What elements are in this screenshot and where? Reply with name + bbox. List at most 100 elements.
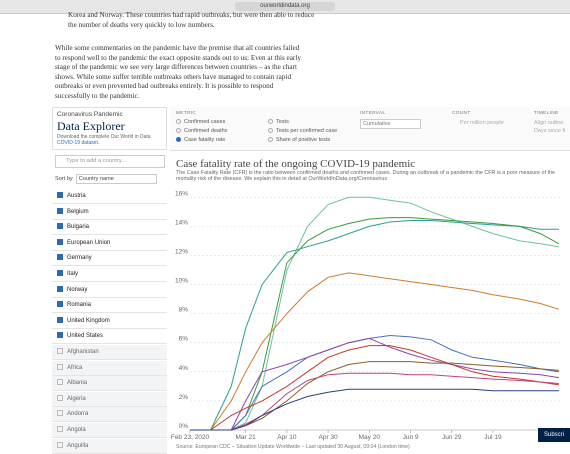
country-name: Romania — [67, 302, 92, 309]
country-row[interactable]: Italy — [52, 267, 167, 282]
metric-option[interactable]: Share of positive tests — [268, 137, 330, 143]
country-name: Belgium — [67, 208, 89, 215]
checkbox[interactable] — [57, 332, 63, 339]
metric-option[interactable]: Tests — [268, 119, 289, 125]
timeline-label: TIMELINE — [534, 111, 559, 116]
radio[interactable] — [176, 137, 181, 142]
option-label: Case fatality rate — [184, 137, 226, 143]
x-tick-label: Feb 23, 2020 — [171, 434, 210, 441]
radio[interactable] — [176, 128, 181, 133]
checkbox[interactable] — [57, 316, 63, 323]
checkbox[interactable] — [57, 301, 63, 308]
country-row[interactable]: Romania — [52, 298, 167, 314]
chart-title: Case fatality rate of the ongoing COVID-… — [176, 158, 415, 170]
checkbox[interactable] — [57, 379, 63, 386]
paragraph: While some commentaries on the pandemic … — [55, 44, 301, 100]
x-tick-label: Jul 19 — [484, 434, 502, 441]
country-name: United Kingdom — [67, 317, 110, 324]
checkbox[interactable] — [57, 285, 63, 292]
controls: METRIC Confirmed cases Tests Confirmed dea… — [170, 107, 570, 151]
checkbox[interactable] — [57, 238, 63, 245]
country-row[interactable]: Andorra — [52, 407, 167, 423]
paragraph: Korea and Norway. These countries had ra… — [68, 11, 315, 29]
x-tick-label: May 20 — [359, 434, 381, 441]
checkbox[interactable] — [57, 410, 63, 417]
y-tick-label: 4% — [179, 365, 189, 372]
country-row[interactable]: Africa — [52, 360, 167, 376]
y-tick-label: 14% — [175, 219, 188, 226]
series-line — [190, 217, 560, 431]
y-tick-label: 12% — [175, 248, 188, 255]
radio[interactable] — [268, 137, 273, 142]
explorer-header: Coronavirus Pandemic Data Explorer Downl… — [52, 107, 167, 150]
country-row[interactable]: Austria — [52, 189, 167, 204]
y-tick-label: 16% — [175, 190, 188, 197]
subscribe-button[interactable]: Subscri — [538, 428, 570, 442]
country-row[interactable]: Afghanistan — [52, 345, 167, 360]
timeline-option[interactable]: Align outbre — [534, 120, 564, 126]
country-name: United States — [67, 333, 104, 340]
checkbox[interactable] — [57, 363, 63, 370]
country-name: Germany — [67, 255, 92, 262]
radio[interactable] — [268, 119, 273, 124]
checkbox[interactable] — [57, 426, 63, 432]
checkbox[interactable] — [57, 192, 63, 198]
url[interactable]: ourworldindata.org — [235, 2, 335, 11]
country-name: Angola — [67, 427, 86, 433]
series-line — [190, 196, 559, 431]
x-tick-label: Apr 10 — [277, 434, 297, 441]
series-line — [190, 272, 560, 431]
checkbox[interactable] — [57, 394, 63, 401]
radio[interactable] — [268, 128, 273, 133]
y-tick-label: 0% — [179, 423, 189, 430]
metric-option[interactable]: Case fatality rate — [176, 137, 225, 143]
option-label: Confirmed deaths — [184, 128, 228, 134]
chart-source: Source: European CDC – Situation Update … — [176, 444, 410, 450]
metric-option[interactable]: Confirmed cases — [176, 119, 225, 125]
country-row[interactable]: Belgium — [52, 205, 167, 220]
checkbox[interactable] — [57, 207, 63, 214]
checkbox[interactable] — [57, 223, 63, 230]
option-label: Share of positive tests — [276, 137, 331, 143]
country-name: Albania — [67, 380, 88, 387]
country-name: Andorra — [67, 411, 89, 418]
sort-select[interactable]: Country name — [75, 174, 157, 184]
metric-label: METRIC — [176, 111, 197, 116]
x-tick-label: Apr 30 — [319, 434, 339, 441]
dataset-link[interactable]: COVID-19 dataset. — [57, 140, 100, 146]
metric-option[interactable]: Tests per confirmed case — [268, 128, 337, 134]
x-tick-label: Jun 29 — [442, 434, 462, 441]
country-row[interactable]: Albania — [52, 376, 167, 392]
interval-select[interactable]: Cumulative — [360, 119, 421, 129]
series-line — [190, 372, 559, 431]
radio[interactable] — [176, 119, 181, 124]
y-tick-label: 2% — [179, 394, 189, 401]
timeline-option[interactable]: Days since fi — [534, 128, 566, 134]
x-tick-label: Jun 9 — [403, 434, 419, 441]
series-line — [190, 334, 559, 431]
country-name: Afghanistan — [67, 349, 99, 355]
checkbox[interactable] — [57, 348, 63, 354]
series-line — [190, 220, 559, 431]
explorer-title: Data Explorer — [57, 119, 125, 133]
x-tick-label: Mar 21 — [236, 434, 257, 441]
search-box[interactable]: Type to add a country... — [55, 155, 165, 168]
country-row[interactable]: Angola — [52, 423, 167, 438]
checkbox[interactable] — [57, 254, 63, 261]
country-row[interactable]: Germany — [52, 251, 167, 267]
option-label: Tests per confirmed case — [276, 128, 338, 134]
country-row[interactable]: Norway — [52, 283, 167, 298]
country-name: Algeria — [67, 395, 86, 402]
count-option[interactable]: Per million people — [460, 120, 504, 126]
checkbox[interactable] — [57, 441, 63, 448]
country-row[interactable]: Algeria — [52, 391, 167, 407]
metric-option[interactable]: Confirmed deaths — [176, 128, 227, 134]
chart-subtitle-box: The Case Fatality Rate (CFR) is the rati… — [176, 170, 555, 182]
checkbox[interactable] — [57, 270, 63, 276]
country-row[interactable]: United Kingdom — [52, 314, 167, 329]
country-row[interactable]: European Union — [52, 236, 167, 251]
y-tick-label: 10% — [175, 278, 188, 285]
country-row[interactable]: Bulgaria — [52, 220, 167, 236]
country-row[interactable]: United States — [52, 329, 167, 345]
